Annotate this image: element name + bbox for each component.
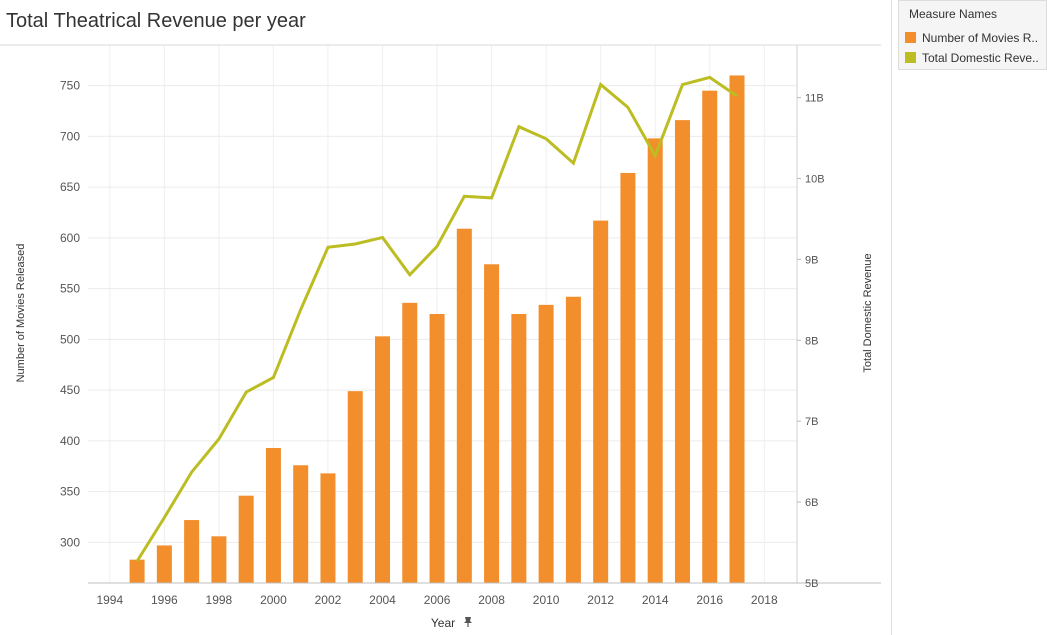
legend-label-revenue: Total Domestic Reve.. xyxy=(922,51,1039,65)
x-tick-label: 2012 xyxy=(587,593,614,607)
y-tick-label: 400 xyxy=(60,434,80,448)
y-tick-label: 350 xyxy=(60,485,80,499)
y-tick-label: 450 xyxy=(60,383,80,397)
bar xyxy=(184,520,200,583)
bar xyxy=(647,138,663,583)
legend-item-movies[interactable]: Number of Movies R.. xyxy=(905,31,1045,45)
axes xyxy=(0,44,881,584)
y2-tick-label: 8B xyxy=(805,335,818,347)
y-axis-label: Number of Movies Released xyxy=(15,244,27,383)
bar xyxy=(211,536,227,583)
line-series xyxy=(135,75,738,562)
x-tick-label: 2010 xyxy=(533,593,560,607)
bar xyxy=(429,314,445,583)
y2-axis-ticks: 5B 6B 7B 8B 9B 10B 11B xyxy=(805,93,825,590)
bar xyxy=(674,120,690,584)
bar xyxy=(729,75,745,584)
legend-label-movies: Number of Movies R.. xyxy=(922,31,1039,45)
bar xyxy=(293,465,309,583)
y2-tick-label: 10B xyxy=(805,173,825,185)
x-tick-label: 1994 xyxy=(96,593,123,607)
bar xyxy=(593,220,609,583)
y-tick-label: 700 xyxy=(60,129,80,143)
y2-tick-label: 5B xyxy=(805,578,818,590)
bar xyxy=(265,447,281,583)
bar xyxy=(320,473,336,583)
y-axis-ticks: 300 350 400 450 500 550 600 650 700 750 xyxy=(60,79,80,550)
x-tick-label: 2014 xyxy=(642,593,669,607)
bar xyxy=(347,391,363,583)
bar xyxy=(375,336,391,583)
x-tick-label: 2000 xyxy=(260,593,287,607)
bar xyxy=(565,296,581,583)
y-tick-label: 650 xyxy=(60,180,80,194)
y-tick-label: 600 xyxy=(60,231,80,245)
x-tick-label: 2004 xyxy=(369,593,396,607)
y-tick-label: 550 xyxy=(60,282,80,296)
bar xyxy=(702,90,718,583)
pin-icon[interactable] xyxy=(464,617,472,627)
x-tick-label: 1998 xyxy=(206,593,233,607)
y-tick-label: 500 xyxy=(60,332,80,346)
bar xyxy=(511,314,527,583)
y-tick-label: 300 xyxy=(60,535,80,549)
chart: 300 350 400 450 500 550 600 650 700 750 5B 6B 7B 8B 9… xyxy=(0,44,881,630)
y2-tick-label: 11B xyxy=(805,93,824,105)
legend-title: Measure Names xyxy=(909,7,998,21)
revenue-line xyxy=(135,75,738,562)
bar xyxy=(238,495,254,583)
legend-item-revenue[interactable]: Total Domestic Reve.. xyxy=(905,51,1045,65)
bar xyxy=(129,559,145,583)
legend: Measure Names Number of Movies R.. Total… xyxy=(898,0,1047,70)
x-tick-label: 2016 xyxy=(696,593,723,607)
legend-panel xyxy=(891,0,1047,635)
y-tick-label: 750 xyxy=(60,79,80,93)
y2-axis-label: Total Domestic Revenue xyxy=(862,253,874,372)
x-tick-label: 2006 xyxy=(424,593,451,607)
x-axis-label: Year xyxy=(431,616,455,630)
legend-swatch-movies xyxy=(905,32,916,43)
x-tick-label: 2018 xyxy=(751,593,778,607)
x-axis-ticks: 1994 1996 1998 2000 2002 2004 2006 2008 2010 2012… xyxy=(96,593,777,607)
bar xyxy=(484,264,500,583)
bar xyxy=(620,172,636,583)
x-tick-label: 1996 xyxy=(151,593,178,607)
y2-tick-label: 6B xyxy=(805,497,818,509)
bar xyxy=(402,302,418,583)
y2-tick-label: 9B xyxy=(805,254,818,266)
x-tick-label: 2002 xyxy=(315,593,342,607)
chart-title: Total Theatrical Revenue per year xyxy=(6,10,306,32)
bar xyxy=(538,304,554,583)
legend-swatch-revenue xyxy=(905,52,916,63)
x-tick-label: 2008 xyxy=(478,593,505,607)
bars xyxy=(129,75,745,584)
bar xyxy=(156,545,172,583)
bar xyxy=(456,228,472,584)
y2-tick-label: 7B xyxy=(805,416,818,428)
